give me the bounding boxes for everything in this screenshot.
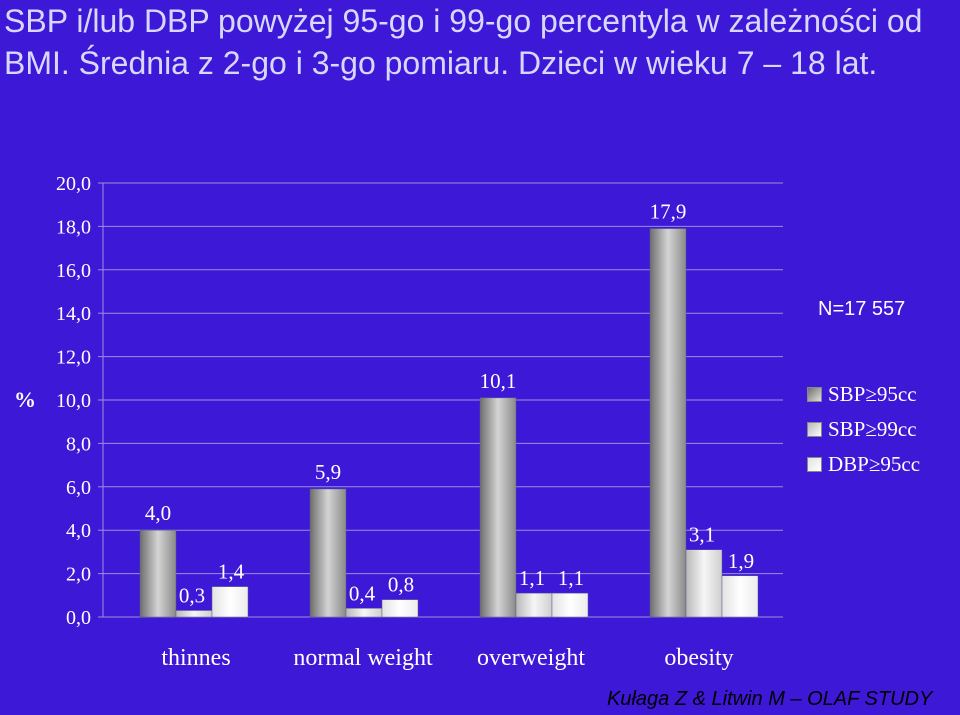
bar (139, 529, 177, 618)
sample-size-label: N=17 557 (818, 298, 906, 320)
bar (175, 610, 213, 618)
bar (685, 549, 723, 618)
y-tick-label: 20,0 (56, 173, 91, 195)
chart-title: SBP i/lub DBP powyżej 95-go i 99-go perc… (4, 3, 923, 81)
legend-item: DBP≥95cc (807, 447, 920, 482)
data-label: 0,3 (179, 583, 205, 607)
data-label: 5,9 (315, 460, 341, 484)
data-label: 1,9 (728, 549, 754, 573)
data-label: 0,8 (388, 573, 414, 597)
x-tick-label: obesity (664, 645, 733, 671)
y-tick-label: 8,0 (66, 433, 91, 455)
legend: SBP≥95cc SBP≥99cc DBP≥95cc (807, 377, 920, 482)
data-label: 3,1 (689, 523, 715, 547)
data-label: 0,4 (349, 581, 376, 605)
bar (551, 592, 589, 618)
source-citation: Kułaga Z & Litwin M – OLAF STUDY (607, 688, 933, 710)
bar (309, 488, 347, 618)
data-label: 10,1 (480, 369, 517, 393)
bar (381, 599, 419, 618)
legend-label-sbp99: SBP≥99cc (828, 417, 917, 441)
y-tick-label: 14,0 (56, 303, 91, 325)
y-tick-label: 18,0 (56, 216, 91, 238)
data-label: 4,0 (145, 501, 171, 525)
x-tick-label: thinnes (161, 645, 230, 671)
y-tick-label: 0,0 (66, 607, 91, 629)
y-tick-label: 16,0 (56, 260, 91, 282)
bar (479, 397, 517, 618)
data-label: 1,1 (558, 566, 584, 590)
bar (211, 586, 249, 618)
data-label: 17,9 (650, 200, 687, 224)
legend-swatch-sbp95 (807, 387, 822, 402)
x-tick-label: normal weight (293, 645, 433, 671)
legend-swatch-dbp95 (807, 457, 822, 472)
data-label: 1,1 (519, 566, 545, 590)
x-tick-label: overweight (477, 645, 585, 671)
bar (515, 592, 553, 618)
legend-label-dbp95: DBP≥95cc (828, 452, 921, 476)
data-label: 1,4 (218, 560, 245, 584)
y-axis-title: % (14, 387, 36, 412)
bar (721, 575, 759, 618)
legend-item: SBP≥95cc (807, 377, 920, 412)
y-tick-label: 6,0 (66, 477, 91, 499)
legend-swatch-sbp99 (807, 422, 822, 437)
y-tick-label: 2,0 (66, 564, 91, 586)
y-tick-label: 12,0 (56, 347, 91, 369)
y-tick-label: 4,0 (66, 520, 91, 542)
y-tick-label: 10,0 (56, 390, 91, 412)
legend-item: SBP≥99cc (807, 412, 920, 447)
bar (345, 608, 383, 618)
legend-label-sbp95: SBP≥95cc (828, 382, 917, 406)
bar (649, 228, 687, 618)
